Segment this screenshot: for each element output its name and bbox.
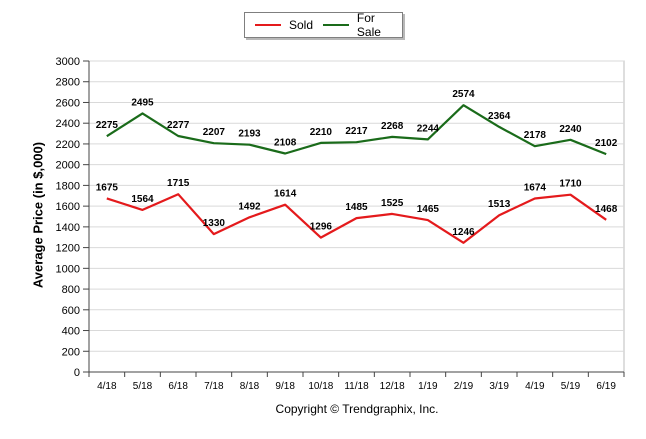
x-tick-label: 5/18 (133, 381, 153, 392)
y-tick-label: 400 (62, 326, 80, 338)
y-tick-label: 200 (62, 346, 80, 358)
x-tick-label: 10/18 (308, 381, 333, 392)
x-tick-label: 8/18 (240, 381, 260, 392)
data-label-sold: 1675 (96, 182, 119, 193)
y-tick-label: 2200 (56, 139, 80, 151)
x-tick-label: 4/19 (525, 381, 545, 392)
x-tick-label: 6/19 (596, 381, 616, 392)
series-line-sold (106, 193, 607, 244)
data-label-for-sale: 2364 (488, 111, 511, 122)
y-tick-label: 1600 (56, 201, 80, 213)
legend-item-for-sale: For Sale (313, 11, 402, 39)
data-label-sold: 1525 (381, 198, 404, 209)
x-tick-label: 9/18 (275, 381, 295, 392)
y-axis-title: Average Price (in $,000) (30, 141, 46, 289)
data-label-sold: 1468 (595, 204, 618, 215)
copyright-text: Copyright © Trendgraphix, Inc. (275, 402, 439, 416)
data-label-for-sale: 2193 (238, 129, 261, 140)
x-tick-label: 7/18 (204, 381, 224, 392)
x-tick-label: 1/19 (418, 381, 438, 392)
x-tick-label: 3/19 (489, 381, 509, 392)
y-tick-label: 2400 (56, 118, 80, 130)
data-label-for-sale: 2102 (595, 138, 618, 149)
legend: Sold For Sale (244, 11, 403, 39)
data-label-for-sale: 2108 (274, 137, 297, 148)
data-label-sold: 1513 (488, 199, 511, 210)
data-label-for-sale: 2240 (559, 124, 582, 135)
data-label-sold: 1330 (203, 218, 226, 229)
legend-swatch-for-sale (323, 24, 349, 26)
x-tick-label: 4/18 (97, 381, 117, 392)
data-label-sold: 1246 (452, 227, 475, 238)
y-tick-label: 600 (62, 305, 80, 317)
y-tick-label: 800 (62, 284, 80, 296)
plot-area (88, 60, 625, 373)
legend-swatch-sold (255, 24, 281, 26)
series-line-for-sale (106, 104, 607, 156)
y-tick-label: 1200 (56, 243, 80, 255)
data-label-sold: 1614 (274, 189, 297, 200)
y-tick-label: 2800 (56, 77, 80, 89)
y-tick-label: 1000 (56, 263, 80, 275)
y-tick-label: 3000 (56, 56, 80, 68)
y-tick-label: 2000 (56, 160, 80, 172)
data-label-for-sale: 2495 (131, 97, 154, 108)
data-label-sold: 1296 (310, 222, 333, 233)
data-label-sold: 1710 (559, 179, 582, 190)
data-label-sold: 1564 (131, 194, 154, 205)
data-label-for-sale: 2244 (417, 123, 440, 134)
data-label-for-sale: 2207 (203, 127, 226, 138)
data-label-for-sale: 2574 (452, 89, 475, 100)
data-label-for-sale: 2268 (381, 121, 404, 132)
y-tick-label: 0 (74, 367, 80, 379)
data-label-sold: 1465 (417, 204, 440, 215)
data-label-for-sale: 2275 (96, 120, 119, 131)
x-tick-label: 2/19 (454, 381, 474, 392)
data-label-for-sale: 2277 (167, 120, 190, 131)
legend-label-for-sale: For Sale (356, 11, 381, 39)
data-label-sold: 1492 (238, 201, 261, 212)
x-tick-label: 5/19 (561, 381, 581, 392)
data-label-for-sale: 2178 (524, 130, 547, 141)
legend-item-sold: Sold (245, 18, 313, 32)
data-label-sold: 1715 (167, 178, 190, 189)
y-tick-label: 1800 (56, 180, 80, 192)
data-label-sold: 1485 (345, 202, 368, 213)
x-tick-label: 12/18 (380, 381, 405, 392)
data-label-for-sale: 2217 (345, 126, 368, 137)
x-tick-label: 11/18 (344, 381, 369, 392)
data-label-sold: 1674 (524, 182, 547, 193)
legend-label-sold: Sold (289, 18, 314, 32)
x-tick-label: 6/18 (168, 381, 188, 392)
y-tick-label: 1400 (56, 222, 80, 234)
data-label-for-sale: 2210 (310, 127, 333, 138)
y-tick-label: 2600 (56, 97, 80, 109)
